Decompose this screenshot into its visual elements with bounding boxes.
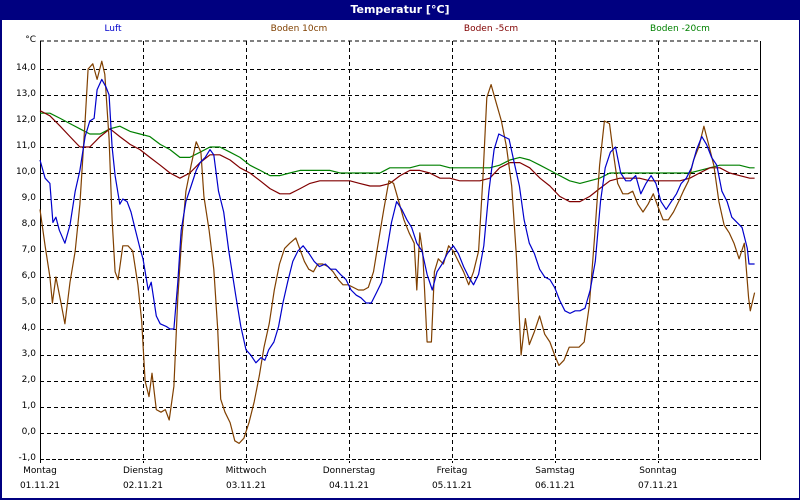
series-line-boden-20cm — [40, 112, 755, 184]
y-tick-label: -1,0 — [18, 453, 36, 463]
y-tick-label: 8,0 — [21, 219, 36, 229]
y-tick-label: 13,0 — [15, 89, 36, 99]
y-tick-label: 10,0 — [15, 167, 36, 177]
y-tick-label: 6,0 — [21, 271, 36, 281]
y-tick-label: 4,0 — [21, 323, 36, 333]
x-day-label: Donnerstag — [322, 466, 376, 476]
y-tick-label: 3,0 — [21, 349, 36, 359]
x-date-label: 02.11.21 — [122, 481, 164, 491]
legend-item: Boden 10cm — [270, 24, 328, 34]
y-tick-label: 11,0 — [15, 141, 36, 151]
x-date-label: 03.11.21 — [225, 481, 267, 491]
y-tick-label: 5,0 — [21, 297, 36, 307]
x-day-label: Montag — [23, 466, 57, 476]
y-tick-label: 7,0 — [21, 245, 36, 255]
x-date-label: 06.11.21 — [534, 481, 576, 491]
x-day-label: Dienstag — [122, 466, 164, 476]
y-tick-label: 14,0 — [15, 63, 36, 73]
x-date-label: 01.11.21 — [19, 481, 61, 491]
y-tick-label: 12,0 — [15, 115, 36, 125]
x-day-label: Freitag — [436, 466, 468, 476]
x-date-label: 07.11.21 — [637, 481, 679, 491]
series-line-boden-5cm — [39, 110, 755, 203]
x-day-label: Mittwoch — [225, 466, 267, 476]
legend-item: Boden -20cm — [650, 24, 710, 34]
y-tick-label: 9,0 — [21, 193, 36, 203]
y-tick-label: 1,0 — [21, 401, 36, 411]
y-tick-label: 2,0 — [21, 375, 36, 385]
x-date-label: 05.11.21 — [431, 481, 473, 491]
y-tick-label: 0,0 — [21, 427, 36, 437]
y-unit-label: °C — [25, 35, 36, 45]
legend-item: Boden -5cm — [463, 24, 519, 34]
x-date-label: 04.11.21 — [328, 481, 370, 491]
x-day-label: Samstag — [535, 466, 575, 476]
series-line-luft — [39, 78, 755, 364]
legend-item: Luft — [104, 24, 122, 34]
window-title: Temperatur [°C] — [0, 0, 800, 20]
x-day-label: Sonntag — [639, 466, 677, 476]
series-line-boden-10cm — [39, 60, 756, 444]
